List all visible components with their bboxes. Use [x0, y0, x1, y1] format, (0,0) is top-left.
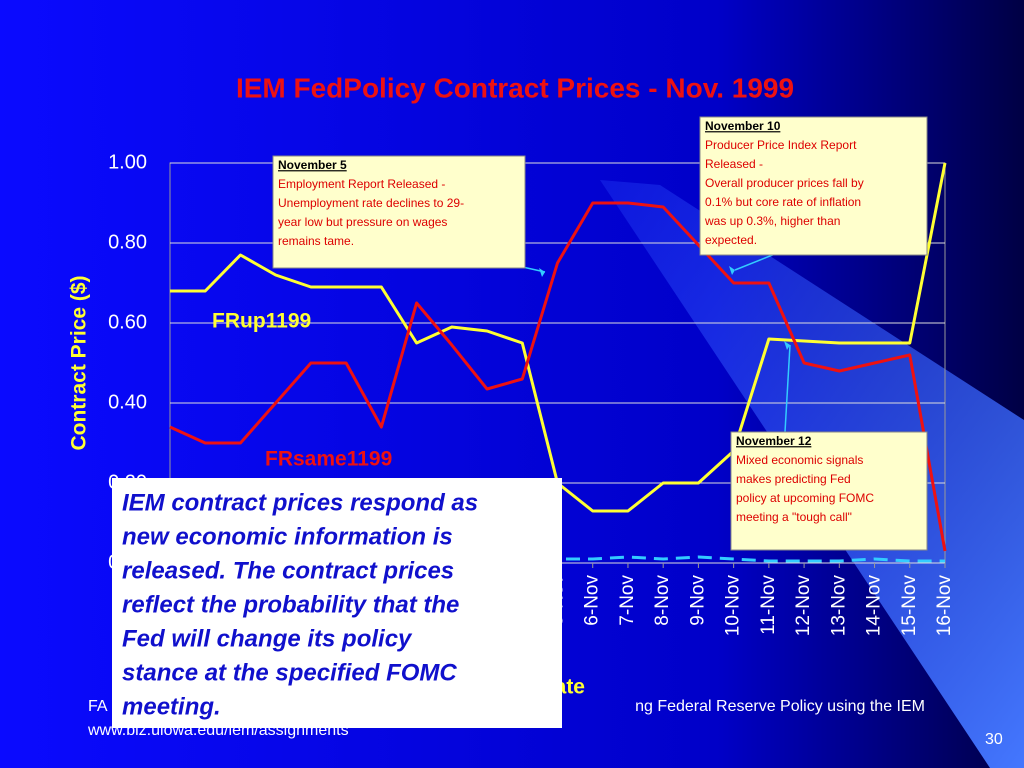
footer-url: www.biz.uiowa.edu/iem/assignments	[87, 722, 349, 739]
x-tick-label: 11-Nov	[758, 575, 779, 635]
annotation-box	[699, 116, 928, 256]
annotation-text: Mixed economic signals	[736, 453, 863, 467]
x-tick-label: 16-Nov	[934, 575, 955, 637]
callout-text: IEM contract prices respond as	[122, 489, 478, 516]
annotation-box	[730, 431, 928, 551]
y-tick-label: 1.00	[108, 151, 147, 173]
callout-box	[112, 478, 562, 728]
annotation-text: Employment Report Released -	[278, 177, 445, 191]
callout-text: new economic information is	[122, 523, 453, 550]
annotation-title: November 12	[736, 434, 812, 448]
callout-text: meeting.	[122, 693, 221, 720]
annotation-arrow	[784, 344, 791, 433]
annotation-title: November 5	[278, 158, 347, 172]
y-tick-label: 0.80	[108, 231, 147, 253]
x-tick-label: 15-Nov	[899, 575, 920, 637]
callout-text: reflect the probability that the	[122, 591, 459, 618]
page-number: 30	[985, 731, 1003, 748]
annotation-box	[272, 155, 526, 269]
callout-text: released. The contract prices	[122, 557, 454, 584]
y-tick-label: 0.60	[108, 311, 147, 333]
y-tick-label: 0.40	[108, 391, 147, 413]
annotation-text: Released -	[705, 157, 763, 171]
annotation-text: Producer Price Index Report	[705, 138, 857, 152]
series-line	[169, 201, 947, 552]
x-tick-label: 10-Nov	[723, 575, 744, 637]
x-tick-label: 12-Nov	[793, 575, 814, 637]
annotation-text: Overall producer prices fall by	[705, 176, 864, 190]
annotation-text: Unemployment rate declines to 29-	[278, 196, 464, 210]
arrow-head	[729, 266, 735, 275]
arrow-head	[784, 341, 790, 350]
annotation-text: was up 0.3%, higher than	[704, 214, 840, 228]
x-tick-label: 7-Nov	[617, 575, 638, 626]
annotation-text: makes predicting Fed	[736, 472, 851, 486]
series-label: FRup1199	[212, 310, 311, 333]
series-label: FRsame1199	[265, 448, 392, 471]
x-tick-label: 13-Nov	[828, 575, 849, 637]
footer-right: ng Federal Reserve Policy using the IEM	[635, 698, 925, 715]
annotation-text: meeting a "tough call"	[736, 510, 852, 524]
callout-text: Fed will change its policy	[122, 625, 413, 652]
chart-title: IEM FedPolicy Contract Prices - Nov. 199…	[236, 72, 794, 103]
x-tick-label: 9-Nov	[687, 575, 708, 626]
x-tick-label: 8-Nov	[652, 575, 673, 626]
footer-left: FA	[88, 698, 108, 715]
annotation-text: remains tame.	[278, 234, 354, 248]
callout-text: stance at the specified FOMC	[122, 659, 457, 686]
annotation-text: policy at upcoming FOMC	[736, 491, 874, 505]
annotation-text: 0.1% but core rate of inflation	[705, 195, 861, 209]
annotation-text: expected.	[705, 233, 757, 247]
arrow-head	[539, 268, 545, 277]
x-tick-label: 14-Nov	[864, 575, 885, 637]
x-tick-label: 6-Nov	[582, 575, 603, 626]
y-axis-label: Contract Price ($)	[68, 275, 91, 450]
annotation-title: November 10	[705, 119, 781, 133]
annotation-text: year low but pressure on wages	[278, 215, 447, 229]
